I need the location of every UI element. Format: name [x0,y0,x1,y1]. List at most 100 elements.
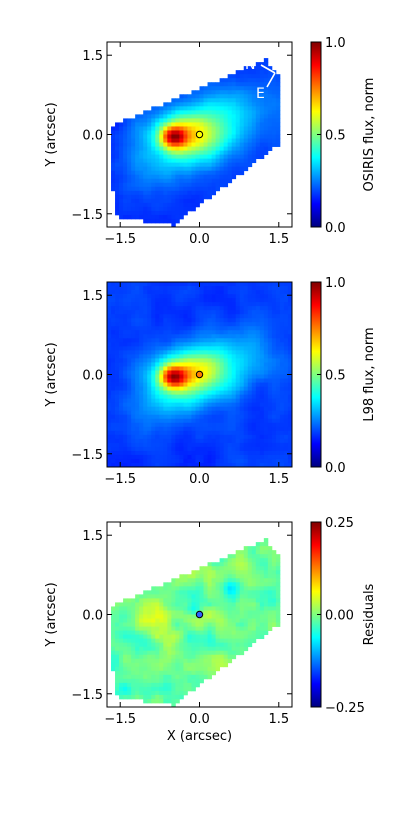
heatmap-cell [199,398,204,404]
heatmap-cell [247,302,253,307]
heatmap-cell [119,402,124,408]
heatmap-cell [219,426,225,432]
heatmap-cell [119,686,124,692]
heatmap-cell [175,594,180,599]
heatmap-cell [143,606,148,611]
heatmap-cell [131,134,136,139]
heatmap-cell [119,406,124,412]
heatmap-cell [167,642,172,648]
heatmap-cell [179,590,184,595]
heatmap-cell [123,666,128,672]
heatmap-cell [187,190,192,196]
heatmap-cell [167,310,172,315]
heatmap-cell [239,646,245,652]
heatmap-cell [231,386,237,391]
heatmap-cell [191,674,196,680]
heatmap-cell [187,390,192,396]
heatmap-cell [239,322,245,327]
heatmap-cell [151,386,156,391]
heatmap-cell [239,642,245,648]
heatmap-cell [259,566,265,571]
heatmap-cell [223,598,229,603]
heatmap-cell [275,86,281,91]
heatmap-cell [107,398,112,404]
heatmap-cell [243,326,249,331]
heatmap-cell [179,358,184,363]
heatmap-cell [127,290,132,295]
heatmap-cell [179,146,184,151]
heatmap-cell [127,658,132,664]
heatmap-cell [167,626,172,631]
heatmap-cell [287,382,292,387]
heatmap-cell [163,358,168,363]
heatmap-cell [239,562,245,567]
heatmap-cell [259,462,265,467]
heatmap-cell [179,646,184,652]
heatmap-cell [219,294,225,299]
heatmap-cell [107,462,112,467]
heatmap-cell [115,398,120,404]
heatmap-cell [211,634,216,640]
heatmap-cell [263,450,269,456]
heatmap-cell [147,634,152,640]
heatmap-cell [107,434,112,440]
heatmap-cell [263,58,269,63]
heatmap-cell [275,398,281,404]
heatmap-cell [207,422,212,428]
heatmap-cell [115,662,120,668]
heatmap-cell [123,302,128,307]
heatmap-cell [251,358,257,363]
heatmap-cell [235,294,241,299]
heatmap-cell [271,590,277,595]
heatmap-cell [215,82,221,87]
heatmap-cell [199,458,204,464]
heatmap-cell [215,362,221,367]
heatmap-cell [155,634,160,640]
heatmap-cell [163,182,168,188]
heatmap-cell [151,294,156,299]
heatmap-cell [135,638,140,644]
heatmap-cell [175,606,180,611]
heatmap-cell [119,318,124,323]
heatmap-cell [271,418,277,424]
heatmap-cell [159,298,164,303]
heatmap-cell [243,362,249,367]
heatmap-cell [199,150,204,156]
heatmap-cell [187,426,192,432]
heatmap-cell [163,630,168,636]
heatmap-cell [179,290,184,295]
heatmap-cell [139,126,144,131]
heatmap-cell [159,422,164,428]
heatmap-cell [183,346,188,351]
heatmap-cell [227,422,233,428]
heatmap-cell [167,598,172,603]
heatmap-cell [231,618,237,623]
heatmap-cell [151,134,156,139]
heatmap-cell [207,414,212,420]
heatmap-cell [211,138,216,143]
heatmap-cell [179,598,184,603]
heatmap-cell [259,306,265,311]
heatmap-cell [159,398,164,404]
heatmap-cell [119,602,124,607]
heatmap-cell [203,118,208,123]
heatmap-cell [123,614,128,619]
heatmap-cell [211,354,216,359]
heatmap-cell [175,102,180,107]
heatmap-cell [207,162,212,168]
heatmap-cell [183,646,188,652]
heatmap-cell [275,586,281,591]
heatmap-cell [195,650,200,656]
heatmap-cell [199,162,204,168]
heatmap-cell [211,458,216,464]
heatmap-cell [175,358,180,363]
heatmap-cell [151,130,156,135]
heatmap-cell [171,326,176,331]
heatmap-cell [175,682,180,688]
heatmap-cell [227,414,233,420]
heatmap-cell [167,342,172,347]
heatmap-cell [239,442,245,448]
heatmap-cell [179,102,184,107]
heatmap-cell [223,422,229,428]
heatmap-cell [131,610,136,615]
